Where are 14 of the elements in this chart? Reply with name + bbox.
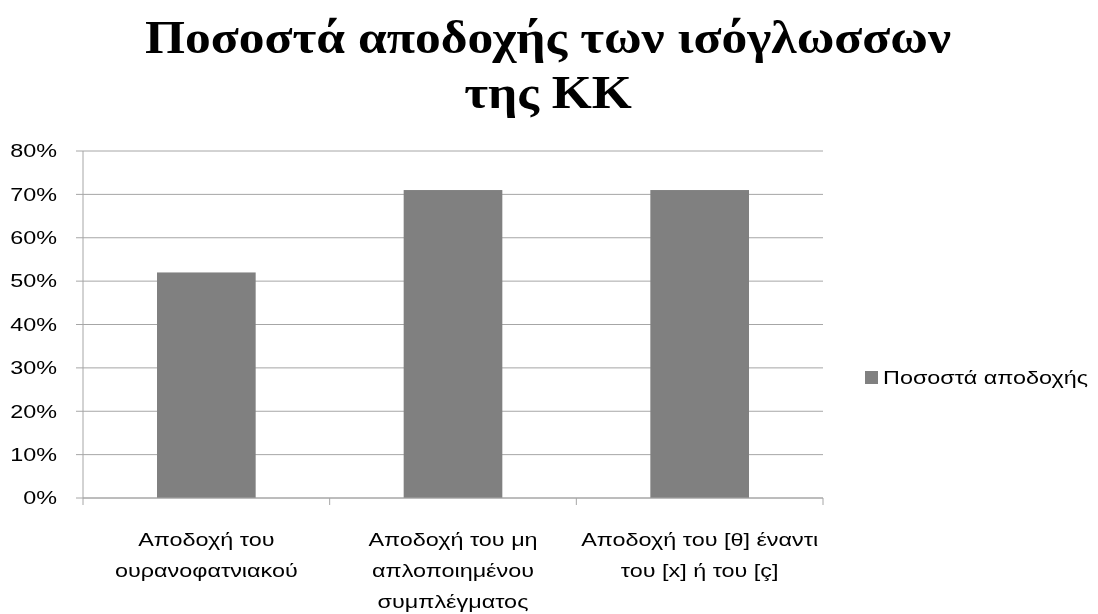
legend-label: Ποσοστά αποδοχής (883, 367, 1088, 388)
y-tick-label: 70% (10, 184, 57, 205)
x-tick-label: Αποδοχή του μη απλοποιημένου συμπλέγματος (368, 529, 538, 612)
y-tick-label: 60% (10, 227, 57, 248)
x-tick-label: Αποδοχή του [θ] έναντι του [x] ή του [ç] (581, 529, 819, 581)
y-tick-label: 40% (10, 314, 57, 335)
y-tick-label: 80% (10, 140, 57, 161)
y-tick-label: 20% (10, 401, 57, 421)
x-tick-label: Αποδοχή του ουρανοφατνιακού (114, 529, 298, 581)
y-tick-label: 10% (10, 444, 57, 465)
y-tick-label: 50% (10, 271, 57, 291)
chart-title: Ποσοστά αποδοχής των ισόγλωσσων της ΚΚ (145, 11, 952, 119)
y-tick-label: 0% (23, 487, 57, 508)
y-tick-label: 30% (10, 357, 57, 378)
